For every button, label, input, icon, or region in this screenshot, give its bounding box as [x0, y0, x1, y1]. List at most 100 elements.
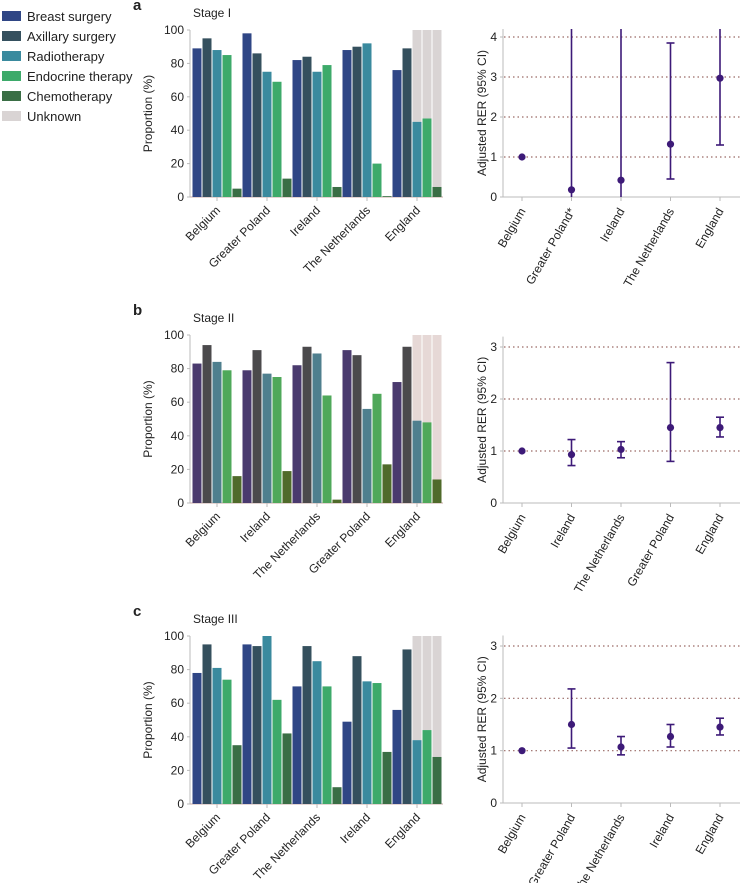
y-tick-label: 2: [490, 392, 497, 406]
bar-breast-surgery: [292, 60, 302, 198]
bar-axillary-surgery: [352, 656, 362, 804]
y-tick-label: 3: [490, 70, 497, 84]
bar-chemotherapy: [332, 186, 342, 197]
x-tick-label: England: [382, 810, 423, 851]
x-tick-label: Belgium: [183, 509, 224, 550]
y-tick-label: 0: [490, 796, 497, 810]
bar-axillary-surgery: [252, 350, 262, 503]
y-tick-label: 20: [171, 763, 185, 777]
bar-axillary-surgery: [402, 48, 412, 198]
x-tick-label: Belgium: [495, 812, 529, 857]
bar-chemotherapy: [382, 464, 392, 503]
bar-axillary-surgery: [302, 346, 312, 503]
bar-unknown: [412, 30, 422, 122]
chart-title: Stage II: [193, 311, 234, 325]
panel-letter: b: [133, 302, 142, 319]
bar-radiotherapy: [212, 361, 222, 503]
bar-radiotherapy: [262, 636, 272, 804]
bar-radiotherapy: [212, 667, 222, 804]
x-tick-label: The Netherlands: [621, 206, 677, 290]
chart-title: Stage I: [193, 6, 231, 20]
bar-breast-surgery: [342, 50, 352, 197]
y-tick-label: 80: [171, 362, 185, 376]
x-tick-label: Belgium: [495, 512, 529, 557]
bar-axillary-surgery: [202, 38, 212, 197]
bar-breast-surgery: [392, 70, 402, 197]
rer-point: [518, 153, 526, 161]
bar-endocrine-therapy: [272, 377, 282, 503]
bar-chemotherapy: [282, 471, 292, 503]
bar-breast-surgery: [342, 350, 352, 503]
rer-point: [716, 74, 724, 82]
y-tick-label: 4: [490, 30, 497, 44]
rer-point: [567, 451, 576, 459]
bar-chemotherapy: [382, 196, 392, 197]
y-tick-label: 0: [490, 190, 497, 204]
bar-endocrine-therapy: [422, 118, 432, 197]
bar-unknown: [422, 636, 432, 731]
chart-title: Stage III: [193, 612, 238, 626]
bar-radiotherapy: [312, 71, 322, 197]
bar-unknown: [432, 636, 442, 757]
y-tick-label: 60: [171, 395, 185, 409]
bar-radiotherapy: [412, 740, 422, 804]
bar-unknown: [422, 335, 432, 423]
legend-swatch: [2, 71, 21, 81]
rer-point: [617, 445, 625, 454]
x-tick-label: Ireland: [597, 206, 627, 245]
y-tick-label: 1: [490, 150, 497, 164]
x-tick-label: England: [692, 512, 726, 557]
x-tick-label: The Netherlands: [571, 512, 627, 596]
bar-radiotherapy: [362, 681, 372, 804]
y-tick-label: 0: [177, 190, 184, 204]
y-tick-label: 40: [171, 429, 185, 443]
bar-axillary-surgery: [302, 646, 312, 804]
legend-swatch: [2, 11, 21, 21]
bar-breast-surgery: [292, 686, 302, 804]
y-tick-label: 2: [490, 691, 497, 705]
y-axis-label: Proportion (%): [141, 75, 155, 152]
bar-radiotherapy: [262, 71, 272, 197]
bar-chemotherapy: [432, 479, 442, 503]
bar-breast-surgery: [392, 382, 402, 503]
y-tick-label: 20: [171, 462, 185, 476]
x-tick-label: Ireland: [548, 512, 578, 551]
bar-radiotherapy: [362, 43, 372, 197]
bar-radiotherapy: [312, 353, 322, 503]
bar-breast-surgery: [192, 672, 202, 804]
x-tick-label: Belgium: [495, 206, 529, 251]
bar-breast-surgery: [242, 33, 252, 198]
rer-point: [617, 743, 625, 751]
y-tick-label: 40: [171, 123, 185, 137]
x-tick-label: England: [382, 203, 423, 244]
bar-endocrine-therapy: [222, 55, 232, 197]
y-tick-label: 80: [171, 56, 185, 70]
y-tick-label: 40: [171, 730, 185, 744]
y-tick-label: 60: [171, 696, 185, 710]
y-tick-label: 3: [490, 639, 497, 653]
bar-endocrine-therapy: [372, 683, 382, 804]
bar-endocrine-therapy: [322, 65, 332, 197]
x-tick-label: Greater Poland: [624, 512, 677, 589]
bar-radiotherapy: [412, 121, 422, 197]
panel-letter: c: [133, 603, 141, 620]
y-tick-label: 20: [171, 157, 185, 171]
bar-endocrine-therapy: [322, 395, 332, 503]
x-tick-label: Belgium: [183, 810, 224, 851]
y-tick-label: 60: [171, 90, 185, 104]
bar-axillary-surgery: [352, 46, 362, 198]
bar-chemotherapy: [432, 756, 442, 804]
y-tick-label: 3: [490, 340, 497, 354]
bar-chemotherapy: [232, 476, 242, 503]
y-tick-label: 1: [490, 444, 497, 458]
bar-breast-surgery: [192, 48, 202, 198]
rer-point: [666, 140, 675, 148]
bar-endocrine-therapy: [372, 393, 382, 503]
legend-label: Breast surgery: [27, 9, 112, 24]
y-tick-label: 1: [490, 744, 497, 758]
y-tick-label: 80: [171, 663, 185, 677]
rer-point: [666, 732, 675, 741]
